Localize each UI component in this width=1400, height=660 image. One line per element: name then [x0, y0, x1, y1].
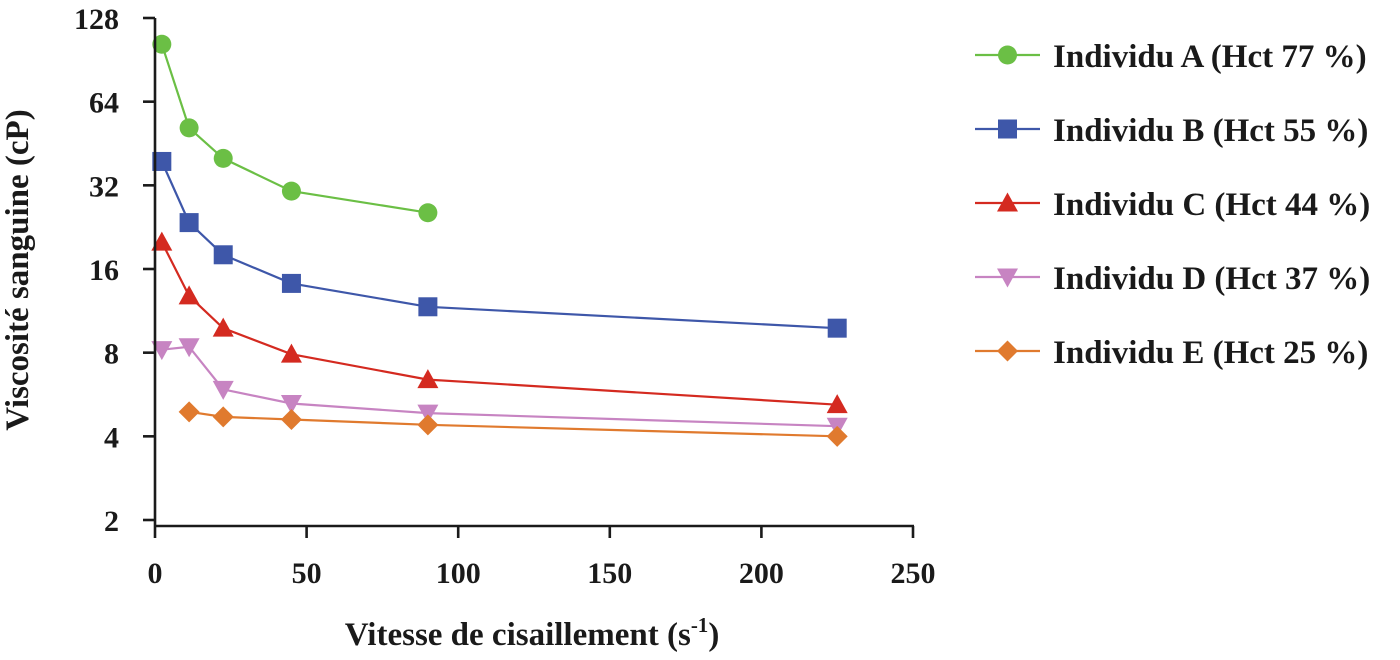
y-axis: 2 4 8 16 32 64 128	[74, 3, 157, 538]
series-e	[178, 401, 848, 447]
legend-item-d: Individu D (Hct 37 %)	[975, 261, 1370, 297]
series-d-point	[280, 395, 302, 415]
legend-label: Individu E (Hct 25 %)	[1053, 335, 1368, 371]
series-b-point	[281, 273, 301, 293]
series-a-point	[152, 34, 172, 54]
legend-swatch-marker	[998, 119, 1017, 139]
legend-item-b: Individu B (Hct 55 %)	[975, 113, 1368, 149]
series-c-point	[212, 317, 234, 337]
y-tick-label: 64	[89, 87, 119, 120]
series-b	[152, 151, 847, 338]
y-tick-label: 32	[89, 170, 119, 203]
x-tick-label: 0	[148, 557, 163, 590]
series-e-point	[178, 401, 200, 423]
series-e-point	[826, 425, 848, 447]
series-b-point	[213, 245, 233, 265]
x-axis-title-close: )	[708, 617, 719, 653]
legend-label: Individu D (Hct 37 %)	[1053, 261, 1370, 297]
series-b-point	[179, 213, 199, 233]
legend-swatch-marker	[997, 268, 1018, 288]
series-c-line	[160, 241, 838, 406]
series-a-point	[213, 148, 233, 168]
series-c-point	[151, 231, 173, 251]
series-d	[151, 338, 848, 437]
legend: Individu A (Hct 77 %) Individu B (Hct 55 …	[975, 39, 1370, 371]
x-tick-label: 150	[587, 557, 632, 590]
series-d-line	[161, 345, 838, 428]
x-tick-label: 250	[891, 557, 936, 590]
legend-label: Individu C (Hct 44 %)	[1053, 187, 1370, 223]
series-e-point	[417, 414, 439, 436]
x-tick-label: 100	[436, 557, 481, 590]
series-c-point	[826, 394, 848, 414]
plot-area	[151, 34, 848, 447]
series-c-point	[178, 285, 200, 305]
series-b-point	[152, 151, 172, 171]
x-tick-label: 200	[739, 557, 784, 590]
y-tick-label: 16	[89, 254, 119, 287]
legend-label: Individu B (Hct 55 %)	[1053, 113, 1368, 149]
series-c-point	[280, 343, 302, 363]
y-axis-title: Viscosité sanguine (cP)	[0, 109, 36, 430]
series-a-point	[179, 118, 199, 138]
series-e-point	[280, 408, 302, 430]
series-d-point	[212, 380, 234, 400]
legend-swatch-marker	[997, 192, 1018, 212]
x-tick-label: 50	[292, 557, 322, 590]
series-c-point	[417, 369, 439, 389]
x-axis-title: Vitesse de cisaillement (s-1)	[345, 613, 720, 653]
series-b-line	[160, 161, 838, 330]
legend-item-c: Individu C (Hct 44 %)	[975, 187, 1370, 223]
series-b-point	[827, 318, 847, 338]
x-axis-title-superscript: -1	[691, 613, 709, 637]
series-b-point	[418, 297, 438, 317]
series-d-point	[417, 404, 439, 424]
legend-label: Individu A (Hct 77 %)	[1053, 39, 1367, 75]
series-d-point	[151, 341, 173, 361]
y-tick-label: 128	[74, 3, 119, 36]
y-tick-label: 2	[104, 505, 119, 538]
legend-swatch-marker	[998, 45, 1017, 65]
series-a-point	[418, 203, 438, 223]
legend-swatch-marker	[997, 340, 1018, 362]
y-tick-label: 4	[104, 421, 119, 454]
legend-item-a: Individu A (Hct 77 %)	[975, 39, 1367, 75]
legend-item-e: Individu E (Hct 25 %)	[975, 335, 1368, 371]
series-d-point	[178, 338, 200, 358]
series-c	[151, 231, 848, 414]
series-a-point	[281, 181, 301, 201]
y-tick-label: 8	[104, 338, 119, 371]
series-e-point	[212, 406, 234, 428]
x-axis: 0 50 100 150 200 250	[148, 524, 936, 590]
series-a	[152, 34, 438, 223]
x-axis-title-main: Vitesse de cisaillement (s	[345, 617, 691, 653]
